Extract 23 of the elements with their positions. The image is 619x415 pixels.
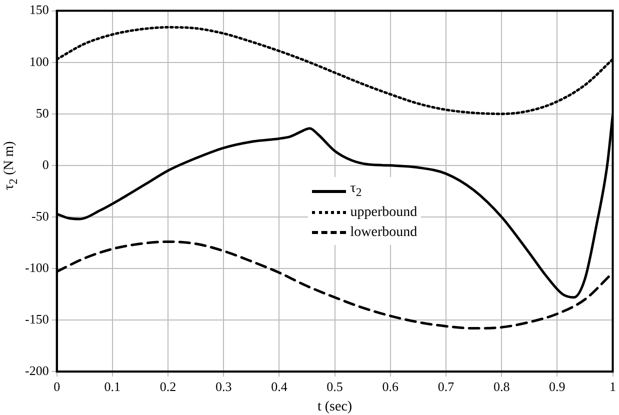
y-tick-label: 100	[29, 54, 49, 69]
x-tick-label: 0.8	[493, 378, 510, 394]
x-tick-label: 0	[54, 378, 60, 394]
x-tick-label: 1	[610, 378, 616, 394]
y-tick-label: -200	[24, 363, 49, 378]
x-tick-label: 0.5	[326, 378, 343, 394]
y-tick-label: 150	[29, 2, 49, 18]
legend-label: τ$_{2}$	[350, 180, 362, 201]
x-tick-label: 0.4	[271, 378, 288, 394]
y-tick-label: -150	[24, 311, 49, 326]
x-axis-title: t (sec)	[317, 399, 352, 414]
x-tick-label: 0.2	[160, 378, 176, 394]
y-tick-label: -100	[24, 260, 49, 275]
x-tick-label: 0.1	[104, 378, 121, 394]
y-tick-label: -50	[31, 208, 49, 224]
x-tick-label: 0.3	[215, 378, 232, 394]
y-tick-label: 50	[36, 105, 49, 120]
x-tick-label: 0.6	[382, 378, 400, 394]
legend-label: upperbound	[350, 204, 418, 222]
x-tick-label: 0.7	[438, 378, 455, 394]
legend-label: lowerbound	[350, 224, 418, 242]
x-tick-label: 0.9	[549, 378, 566, 394]
y-tick-label: 0	[42, 156, 49, 172]
